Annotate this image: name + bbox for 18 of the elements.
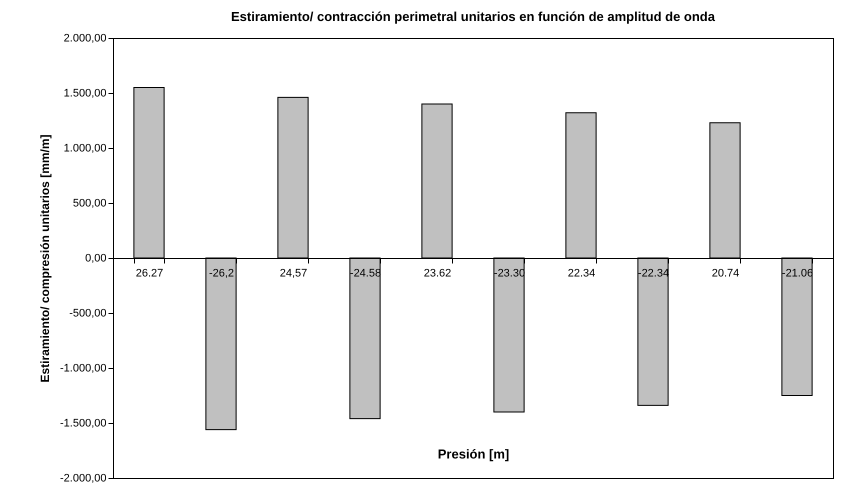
x-tick-label: 20.74 [712,268,740,280]
y-tick-label: -1.000,00 [60,362,106,374]
y-tick-label: -2.000,00 [60,472,106,484]
y-axis-title: Estiramiento/ compresión unitarios [mm/m] [38,134,52,383]
y-tick-label: -1.500,00 [60,418,106,430]
y-tick-label: 2.000,00 [64,32,106,44]
chart-title: Estiramiento/ contracción perimetral unitarios en función de amplitud de onda [231,9,716,24]
y-tick-label: -500,00 [69,308,106,320]
y-tick-label: 1.500,00 [64,88,106,100]
x-tick-label: -26,2 [208,268,234,280]
y-tick-label: 0,00 [85,252,106,264]
x-tick-label: 26.27 [136,268,164,280]
y-tick-label: 500,00 [72,198,106,210]
x-tick-label: 23.62 [424,268,452,280]
x-tick-label: 22.34 [568,268,596,280]
y-tick-label: 1.000,00 [64,142,106,154]
x-tick-label: 24,57 [280,268,308,280]
x-axis-title: Presión [m] [438,446,510,462]
